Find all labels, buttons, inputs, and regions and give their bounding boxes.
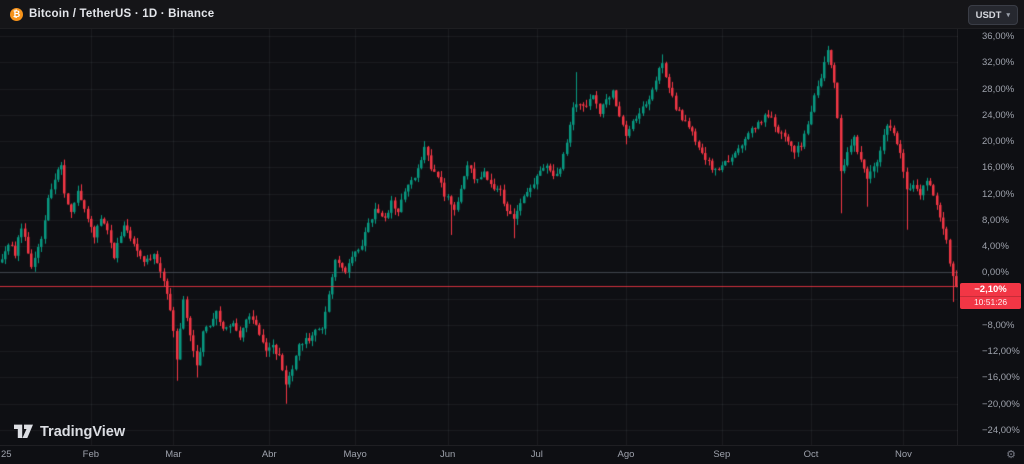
price-tick-label: −24,00% — [982, 425, 1020, 436]
time-tick-label: Nov — [895, 449, 912, 460]
tradingview-watermark[interactable]: TradingView — [14, 423, 125, 440]
price-tick-label: 8,00% — [982, 214, 1009, 226]
price-tick-label: 20,00% — [982, 136, 1015, 148]
price-tick-label: 36,00% — [982, 31, 1015, 42]
unit-currency-button[interactable]: USDT ▾ — [967, 5, 1018, 25]
tradingview-brand-text: TradingView — [40, 423, 126, 440]
time-tick-label: Jun — [439, 449, 456, 460]
price-tick-label: 16,00% — [982, 162, 1015, 174]
time-tick-label: Sep — [713, 449, 731, 460]
price-tick-label: −8,00% — [982, 319, 1015, 331]
price-tick-label: 12,00% — [982, 188, 1015, 200]
time-tick-label: Mayo — [343, 449, 367, 460]
time-axis[interactable]: 25 ⚙ Feb Mar Abr Mayo Jun Jul Ago Sep Oct Nov — [0, 445, 1024, 464]
time-tick-label: Feb — [82, 449, 100, 460]
bitcoin-icon: ₿ — [10, 7, 23, 21]
time-tick-label: Ago — [617, 449, 635, 460]
price-tick-label: −20,00% — [982, 398, 1020, 410]
price-axis[interactable]: 36,00% 32,00% 28,00% 24,00% 20,00% 16,00% 12,0… — [957, 28, 1024, 446]
price-tick-label: 28,00% — [982, 83, 1015, 95]
candlestick-chart-canvas[interactable] — [0, 28, 958, 446]
price-tick-label: 32,00% — [982, 57, 1015, 69]
chevron-down-icon: ▾ — [1006, 12, 1010, 19]
last-price-badge: −2,10% 10:51:26 — [960, 283, 1021, 310]
time-tick-label: Abr — [261, 449, 277, 460]
price-tick-label: −12,00% — [982, 346, 1020, 358]
symbol-title: Bitcoin / TetherUS · 1D · Binance — [29, 8, 215, 20]
time-tick-label: Oct — [803, 449, 819, 460]
time-tick-label: Jul — [530, 449, 543, 460]
last-price-value: −2,10% — [974, 284, 1007, 296]
symbol-legend[interactable]: ₿ Bitcoin / TetherUS · 1D · Binance — [10, 7, 215, 21]
price-tick-label: 24,00% — [982, 109, 1015, 121]
chart-top-toolbar: ₿ Bitcoin / TetherUS · 1D · Binance USDT… — [0, 0, 1024, 29]
price-tick-label: 4,00% — [982, 241, 1009, 253]
tradingview-logo-icon — [14, 423, 33, 440]
price-tick-label: 0,00% — [982, 267, 1009, 279]
time-tick-label: Mar — [165, 449, 182, 460]
gear-icon[interactable]: ⚙ — [1006, 449, 1016, 461]
year-label: 25 — [1, 449, 12, 460]
bar-countdown: 10:51:26 — [960, 296, 1021, 309]
unit-currency-label: USDT — [975, 9, 1002, 21]
price-tick-label: −16,00% — [982, 372, 1020, 384]
